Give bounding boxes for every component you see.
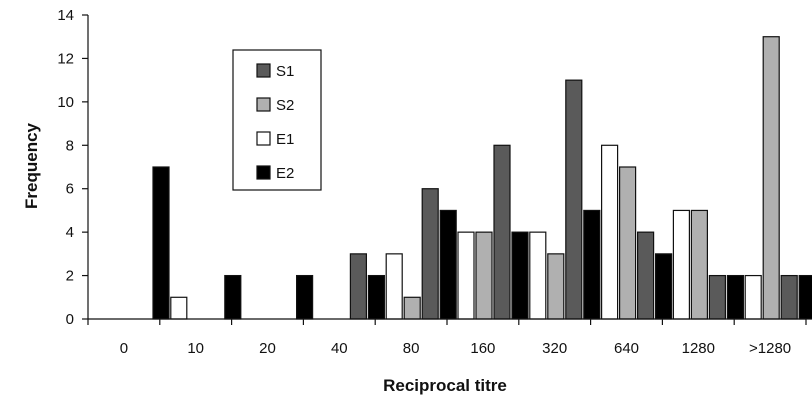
bar-e2-40 (367, 274, 385, 320)
x-tick-label: 40 (331, 340, 348, 357)
x-tick-label: 80 (403, 340, 420, 357)
y-tick-label: 2 (66, 268, 74, 285)
bar-e2-0 (152, 166, 170, 320)
bar-e2-10 (224, 274, 242, 320)
bar-e2-320 (583, 209, 601, 320)
legend-label-e2: E2 (276, 165, 294, 182)
x-tick-label: 640 (614, 340, 639, 357)
x-tick-label: >1280 (749, 340, 791, 357)
y-tick-label: 10 (57, 94, 74, 111)
bar-e2-80 (439, 209, 457, 320)
legend-swatch-s2 (256, 97, 271, 112)
legend-swatch-s1 (256, 63, 271, 78)
legend-swatch-e2 (256, 165, 271, 180)
bar-e2-1280 (726, 274, 745, 320)
bar-s1-gt1280 (780, 274, 798, 320)
bar-s1-1280 (708, 274, 727, 320)
x-tick-label: 10 (187, 340, 204, 357)
legend-box (232, 49, 322, 191)
y-tick-label: 0 (66, 311, 74, 328)
bar-s2-gt1280 (762, 36, 780, 320)
x-tick-label: 20 (259, 340, 276, 357)
bar-e2-160 (511, 231, 529, 320)
y-tick-label: 12 (57, 50, 74, 67)
bar-s1-40 (349, 253, 367, 320)
y-tick-label: 14 (57, 7, 74, 24)
bar-s1-80 (421, 188, 439, 320)
y-tick-label: 8 (66, 137, 74, 154)
bar-e1-160 (457, 231, 475, 320)
bar-e1-640 (600, 144, 619, 320)
bar-e1-1280 (672, 209, 691, 320)
bar-s2-160 (475, 231, 493, 320)
y-tick-label: 6 (66, 181, 74, 198)
y-tick-label: 4 (66, 224, 74, 241)
bar-e2-640 (654, 253, 673, 320)
y-axis-title: Frequency (22, 122, 41, 209)
x-tick-label: 0 (120, 340, 128, 357)
bar-e2-20 (296, 274, 314, 320)
x-axis-title: Reciprocal titre (383, 376, 507, 395)
legend-swatch-e1 (256, 131, 271, 146)
x-tick-label: 320 (542, 340, 567, 357)
legend-label-s2: S2 (276, 97, 294, 114)
legend: S1 S2 E1 E2 (232, 49, 322, 191)
bar-e1-320 (529, 231, 547, 320)
bar-s2-640 (618, 166, 637, 320)
bar-s1-160 (493, 144, 511, 320)
bar-e1-80 (385, 253, 403, 320)
bar-s1-320 (565, 79, 583, 320)
bar-e1-gt1280 (744, 274, 762, 320)
legend-label-s1: S1 (276, 63, 294, 80)
bar-s2-320 (547, 253, 565, 320)
bar-e1-10 (170, 296, 188, 320)
bar-s2-1280 (690, 209, 709, 320)
x-tick-label: 160 (470, 340, 495, 357)
bar-e2-gt1280 (798, 274, 812, 320)
ticks-group: 0 2 4 6 8 10 12 14 0 10 20 40 80 160 320 640 1280 >1280 (57, 7, 807, 357)
bar-s2-80 (403, 296, 421, 320)
bar-s1-640 (636, 231, 655, 320)
legend-label-e1: E1 (276, 131, 294, 148)
x-tick-label: 1280 (682, 340, 715, 357)
